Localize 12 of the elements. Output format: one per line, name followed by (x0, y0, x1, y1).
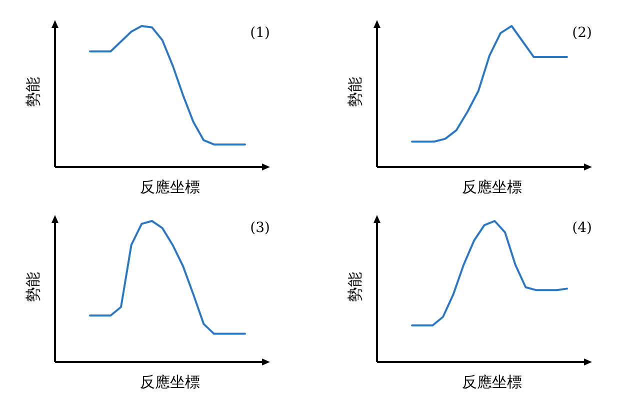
annotation: (3) (250, 220, 270, 236)
annotation: (4) (572, 220, 592, 236)
x-axis-title: 反應坐標 (140, 373, 200, 391)
x-axis-title: 反應坐標 (462, 373, 522, 391)
y-axis-title: 勢能 (346, 77, 364, 107)
y-axis-title: 勢能 (24, 272, 42, 302)
annotation: (2) (572, 25, 592, 41)
y-axis-title: 勢能 (346, 272, 364, 302)
y-axis-title: 勢能 (24, 77, 42, 107)
annotation: (1) (250, 25, 270, 41)
x-axis-title: 反應坐標 (462, 178, 522, 196)
x-axis-title: 反應坐標 (140, 178, 200, 196)
